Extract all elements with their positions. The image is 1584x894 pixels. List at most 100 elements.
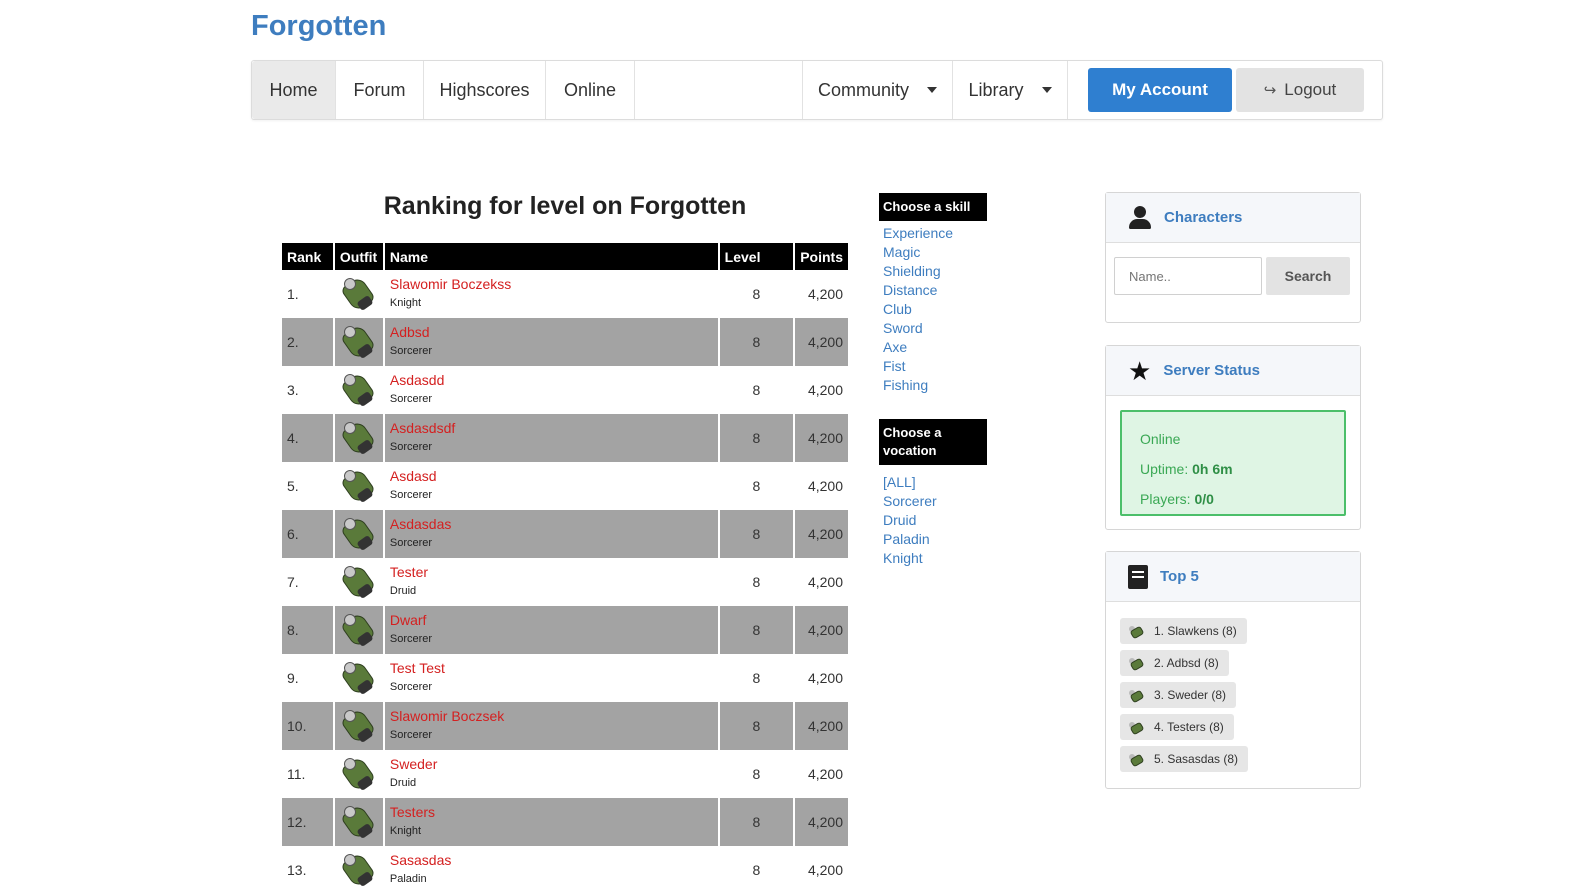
skill-link-experience[interactable]: Experience bbox=[883, 225, 954, 241]
player-name-link[interactable]: Asdasdd bbox=[389, 372, 445, 388]
skill-link-axe[interactable]: Axe bbox=[883, 339, 908, 355]
rank-cell: 1. bbox=[282, 270, 335, 318]
nav-highscores[interactable]: Highscores bbox=[424, 61, 546, 119]
ranking-title: Ranking for level on Forgotten bbox=[383, 192, 747, 220]
character-name-input[interactable] bbox=[1114, 257, 1262, 295]
my-account-button[interactable]: My Account bbox=[1088, 68, 1232, 112]
level-cell: 8 bbox=[718, 798, 796, 846]
outfit-icon bbox=[1126, 654, 1146, 672]
level-cell: 8 bbox=[718, 510, 796, 558]
player-name-link[interactable]: Tester bbox=[389, 564, 429, 580]
rank-cell: 3. bbox=[282, 366, 335, 414]
top5-header: Top 5 bbox=[1106, 552, 1360, 602]
table-row: 13. Sasasdas Paladin 8 4,200 bbox=[282, 846, 848, 894]
skill-link-club[interactable]: Club bbox=[883, 301, 912, 317]
top5-item[interactable]: 4. Testers (8) bbox=[1120, 714, 1234, 740]
table-row: 2. Adbsd Sorcerer 8 4,200 bbox=[282, 318, 848, 366]
caret-down-icon bbox=[927, 87, 938, 93]
outfit-icon bbox=[340, 419, 378, 457]
player-vocation: Sorcerer bbox=[389, 633, 433, 645]
nav-forum[interactable]: Forum bbox=[336, 61, 424, 119]
player-name-link[interactable]: Asdasdsdf bbox=[389, 420, 456, 436]
top5-item[interactable]: 2. Adbsd (8) bbox=[1120, 650, 1229, 676]
points-cell: 4,200 bbox=[794, 846, 848, 894]
outfit-icon bbox=[340, 371, 378, 409]
highscores-table: Rank Outfit Name Level Points 1. Slawomir… bbox=[282, 243, 848, 894]
players-label: Players: bbox=[1140, 491, 1191, 507]
skill-link-shielding[interactable]: Shielding bbox=[883, 263, 941, 279]
player-name-link[interactable]: Asdasdas bbox=[389, 516, 452, 532]
player-vocation: Knight bbox=[389, 825, 422, 837]
player-name-link[interactable]: Sweder bbox=[389, 756, 438, 772]
name-cell: Slawomir Boczekss Knight bbox=[383, 270, 720, 318]
vocation-link-paladin[interactable]: Paladin bbox=[883, 531, 930, 547]
player-name-link[interactable]: Test Test bbox=[389, 660, 445, 676]
level-cell: 8 bbox=[718, 846, 796, 894]
book-icon bbox=[1128, 564, 1148, 589]
name-cell: Asdasd Sorcerer bbox=[383, 462, 720, 510]
nav-community-dropdown[interactable]: Community bbox=[802, 61, 953, 119]
table-row: 3. Asdasdd Sorcerer 8 4,200 bbox=[282, 366, 848, 414]
player-name-link[interactable]: Slawomir Boczsek bbox=[389, 708, 505, 724]
uptime-line: Uptime: 0h 6m bbox=[1140, 454, 1326, 484]
nav-home[interactable]: Home bbox=[252, 61, 336, 119]
skill-link-distance[interactable]: Distance bbox=[883, 282, 938, 298]
vocation-link-all[interactable]: [ALL] bbox=[883, 474, 916, 490]
character-search-button[interactable]: Search bbox=[1266, 257, 1350, 295]
logout-button[interactable]: ↪ Logout bbox=[1236, 68, 1364, 112]
points-cell: 4,200 bbox=[794, 366, 848, 414]
top5-panel: Top 5 1. Slawkens (8) 2. Adbsd (8) 3. Sw… bbox=[1105, 551, 1361, 789]
skill-link-magic[interactable]: Magic bbox=[883, 244, 921, 260]
site-brand[interactable]: Forgotten bbox=[251, 10, 387, 42]
outfit-cell bbox=[333, 558, 385, 606]
outfit-cell bbox=[333, 510, 385, 558]
characters-panel: Characters Search bbox=[1105, 192, 1361, 323]
skill-link-fishing[interactable]: Fishing bbox=[883, 377, 929, 393]
rank-cell: 10. bbox=[282, 702, 335, 750]
table-row: 6. Asdasdas Sorcerer 8 4,200 bbox=[282, 510, 848, 558]
top5-item-label: 4. Testers (8) bbox=[1154, 720, 1224, 734]
top5-item-label: 1. Slawkens (8) bbox=[1154, 624, 1237, 638]
nav-community-label: Community bbox=[817, 79, 910, 100]
vocation-link-sorcerer[interactable]: Sorcerer bbox=[883, 493, 937, 509]
player-name-link[interactable]: Sasasdas bbox=[389, 852, 452, 868]
main-navbar: Home Forum Highscores Online Community L… bbox=[251, 60, 1383, 120]
rank-cell: 4. bbox=[282, 414, 335, 462]
player-vocation: Druid bbox=[389, 777, 417, 789]
top5-item[interactable]: 5. Sasasdas (8) bbox=[1120, 746, 1249, 772]
user-icon bbox=[1128, 205, 1152, 230]
player-name-link[interactable]: Testers bbox=[389, 804, 436, 820]
server-status-panel: ★ Server Status Online Uptime: 0h 6m Pla… bbox=[1105, 345, 1361, 530]
points-cell: 4,200 bbox=[794, 318, 848, 366]
skill-link-fist[interactable]: Fist bbox=[883, 358, 906, 374]
level-cell: 8 bbox=[718, 318, 796, 366]
player-name-link[interactable]: Dwarf bbox=[389, 612, 427, 628]
name-cell: Sweder Druid bbox=[383, 750, 720, 798]
vocation-link-knight[interactable]: Knight bbox=[883, 550, 923, 566]
player-vocation: Sorcerer bbox=[389, 729, 433, 741]
name-cell: Asdasdd Sorcerer bbox=[383, 366, 720, 414]
skill-link-sword[interactable]: Sword bbox=[883, 320, 923, 336]
player-name-link[interactable]: Asdasd bbox=[389, 468, 437, 484]
name-cell: Asdasdsdf Sorcerer bbox=[383, 414, 720, 462]
outfit-cell bbox=[333, 318, 385, 366]
points-cell: 4,200 bbox=[794, 606, 848, 654]
top5-item[interactable]: 3. Sweder (8) bbox=[1120, 682, 1237, 708]
players-value: 0/0 bbox=[1194, 491, 1214, 507]
outfit-cell bbox=[333, 750, 385, 798]
player-name-link[interactable]: Slawomir Boczekss bbox=[389, 276, 512, 292]
top5-item[interactable]: 1. Slawkens (8) bbox=[1120, 618, 1247, 644]
nav-online[interactable]: Online bbox=[546, 61, 635, 119]
table-row: 7. Tester Druid 8 4,200 bbox=[282, 558, 848, 606]
outfit-cell bbox=[333, 606, 385, 654]
server-online-text: Online bbox=[1140, 431, 1181, 447]
server-status-box: Online Uptime: 0h 6m Players: 0/0 bbox=[1120, 410, 1346, 516]
outfit-cell bbox=[333, 702, 385, 750]
rank-cell: 11. bbox=[282, 750, 335, 798]
vocation-link-druid[interactable]: Druid bbox=[883, 512, 917, 528]
nav-library-dropdown[interactable]: Library bbox=[953, 61, 1068, 119]
top5-item-label: 2. Adbsd (8) bbox=[1154, 656, 1219, 670]
player-name-link[interactable]: Adbsd bbox=[389, 324, 430, 340]
points-cell: 4,200 bbox=[794, 702, 848, 750]
table-row: 11. Sweder Druid 8 4,200 bbox=[282, 750, 848, 798]
